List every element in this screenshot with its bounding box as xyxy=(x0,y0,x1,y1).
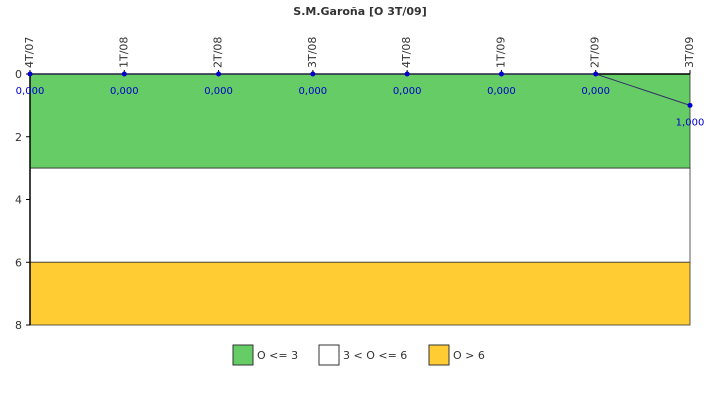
point xyxy=(310,71,316,77)
point xyxy=(216,71,222,77)
legend-label: 3 < O <= 6 xyxy=(343,349,407,362)
point xyxy=(687,102,693,108)
legend-swatch xyxy=(428,344,450,366)
y-tick-label: 2 xyxy=(15,131,22,144)
value-label: 0,000 xyxy=(487,86,516,97)
x-tick-label: 2T/09 xyxy=(589,37,602,68)
legend-swatch xyxy=(318,344,340,366)
band xyxy=(29,261,691,326)
value-label: 0,000 xyxy=(110,86,139,97)
value-label: 0,000 xyxy=(299,86,328,97)
x-tick-label: 1T/09 xyxy=(494,37,507,68)
y-tick-label: 4 xyxy=(15,194,22,207)
point xyxy=(27,71,33,77)
x-tick-label: 4T/07 xyxy=(23,37,36,68)
point xyxy=(498,71,504,77)
value-label: 0,000 xyxy=(393,86,422,97)
x-tick-label: 1T/08 xyxy=(117,37,130,68)
chart-title: S.M.Garoña [O 3T/09] xyxy=(293,5,426,18)
line xyxy=(30,73,691,106)
value-label: 0,000 xyxy=(581,86,610,97)
band xyxy=(29,73,691,169)
value-label: 0,000 xyxy=(16,86,45,97)
value-label: 1,000 xyxy=(676,117,705,128)
band xyxy=(29,167,691,263)
legend-swatch xyxy=(232,344,254,366)
point xyxy=(593,71,599,77)
y-tick-label: 8 xyxy=(15,319,22,332)
point xyxy=(121,71,127,77)
legend-label: O > 6 xyxy=(453,349,485,362)
point xyxy=(404,71,410,77)
y-tick-label: 6 xyxy=(15,256,22,269)
x-tick-label: 4T/08 xyxy=(400,37,413,68)
x-tick-label: 2T/08 xyxy=(212,37,225,68)
x-tick-label: 3T/08 xyxy=(306,37,319,68)
legend-label: O <= 3 xyxy=(257,349,298,362)
y-tick-label: 0 xyxy=(15,68,22,81)
value-label: 0,000 xyxy=(204,86,233,97)
x-tick-label: 3T/09 xyxy=(683,37,696,68)
